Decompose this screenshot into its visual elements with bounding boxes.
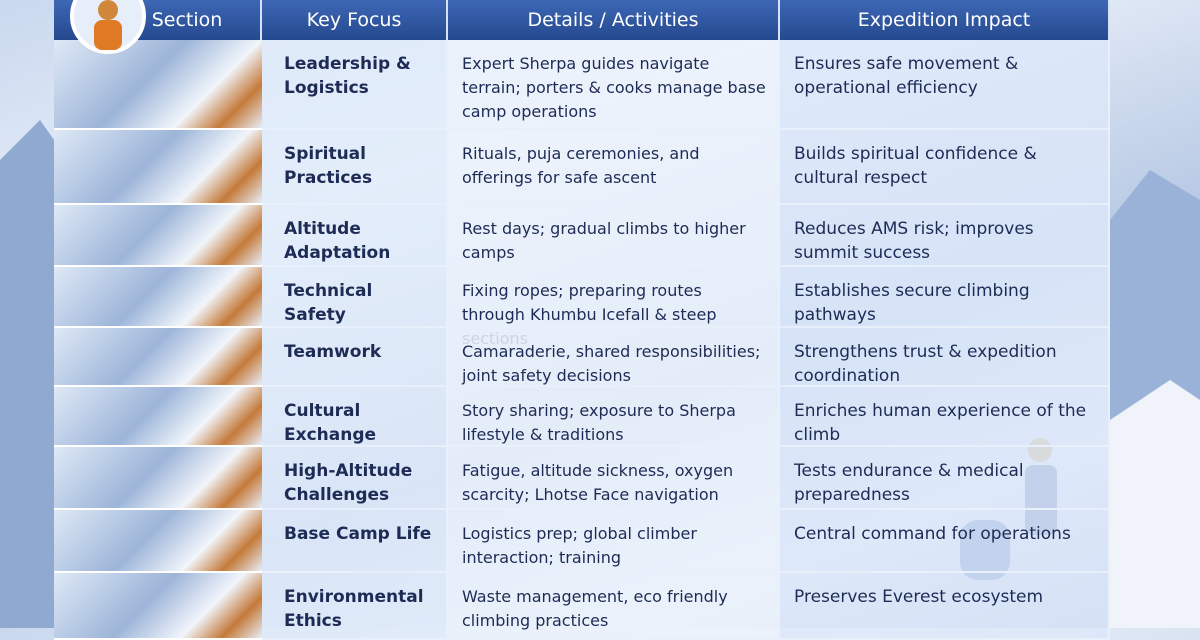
impact: Establishes secure climbing pathways [780, 267, 1110, 328]
impact: Enriches human experience of the climb [780, 387, 1110, 447]
details: Expert Sherpa guides navigate terrain; p… [448, 40, 780, 130]
row-illustration [54, 387, 262, 447]
row-illustration [54, 205, 262, 267]
impact: Preserves Everest ecosystem [780, 573, 1110, 640]
details: Fixing ropes; preparing routes through K… [448, 267, 780, 348]
impact: Ensures safe movement & operational effi… [780, 40, 1110, 130]
column-header: Key Focus [262, 0, 448, 40]
table: Section Key Focus Details / Activities Expe… [54, 0, 1110, 640]
row-illustration [54, 130, 262, 205]
key-focus: Environmental Ethics [262, 573, 448, 640]
column-header: Expedition Impact [780, 0, 1110, 40]
details: Fatigue, altitude sickness, oxygen scarc… [448, 447, 780, 510]
details: Story sharing; exposure to Sherpa lifest… [448, 387, 780, 447]
impact: Reduces AMS risk; improves summit succes… [780, 205, 1110, 267]
row-illustration [54, 510, 262, 573]
header-badge [70, 0, 146, 54]
row-illustration [54, 267, 262, 328]
row-illustration [54, 573, 262, 640]
details: Rest days; gradual climbs to higher camp… [448, 205, 780, 267]
impact: Central command for operations [780, 510, 1110, 573]
details: Rituals, puja ceremonies, and offerings … [448, 130, 780, 205]
key-focus: Altitude Adaptation [262, 205, 448, 267]
key-focus: Spiritual Practices [262, 130, 448, 205]
column-header: Details / Activities [448, 0, 780, 40]
key-focus: Technical Safety [262, 267, 448, 328]
row-illustration [54, 328, 262, 387]
key-focus: Cultural Exchange [262, 387, 448, 447]
key-focus: Base Camp Life [262, 510, 448, 573]
key-focus: Teamwork [262, 328, 448, 387]
impact: Builds spiritual confidence & cultural r… [780, 130, 1110, 205]
details: Waste management, eco friendly climbing … [448, 573, 780, 640]
row-illustration [54, 40, 262, 130]
impact: Strengthens trust & expedition coordinat… [780, 328, 1110, 387]
details: Logistics prep; global climber interacti… [448, 510, 780, 573]
key-focus: High-Altitude Challenges [262, 447, 448, 510]
impact: Tests endurance & medical preparedness [780, 447, 1110, 510]
key-focus: Leadership & Logistics [262, 40, 448, 130]
details: Camaraderie, shared responsibilities; jo… [448, 328, 780, 387]
row-illustration [54, 447, 262, 510]
